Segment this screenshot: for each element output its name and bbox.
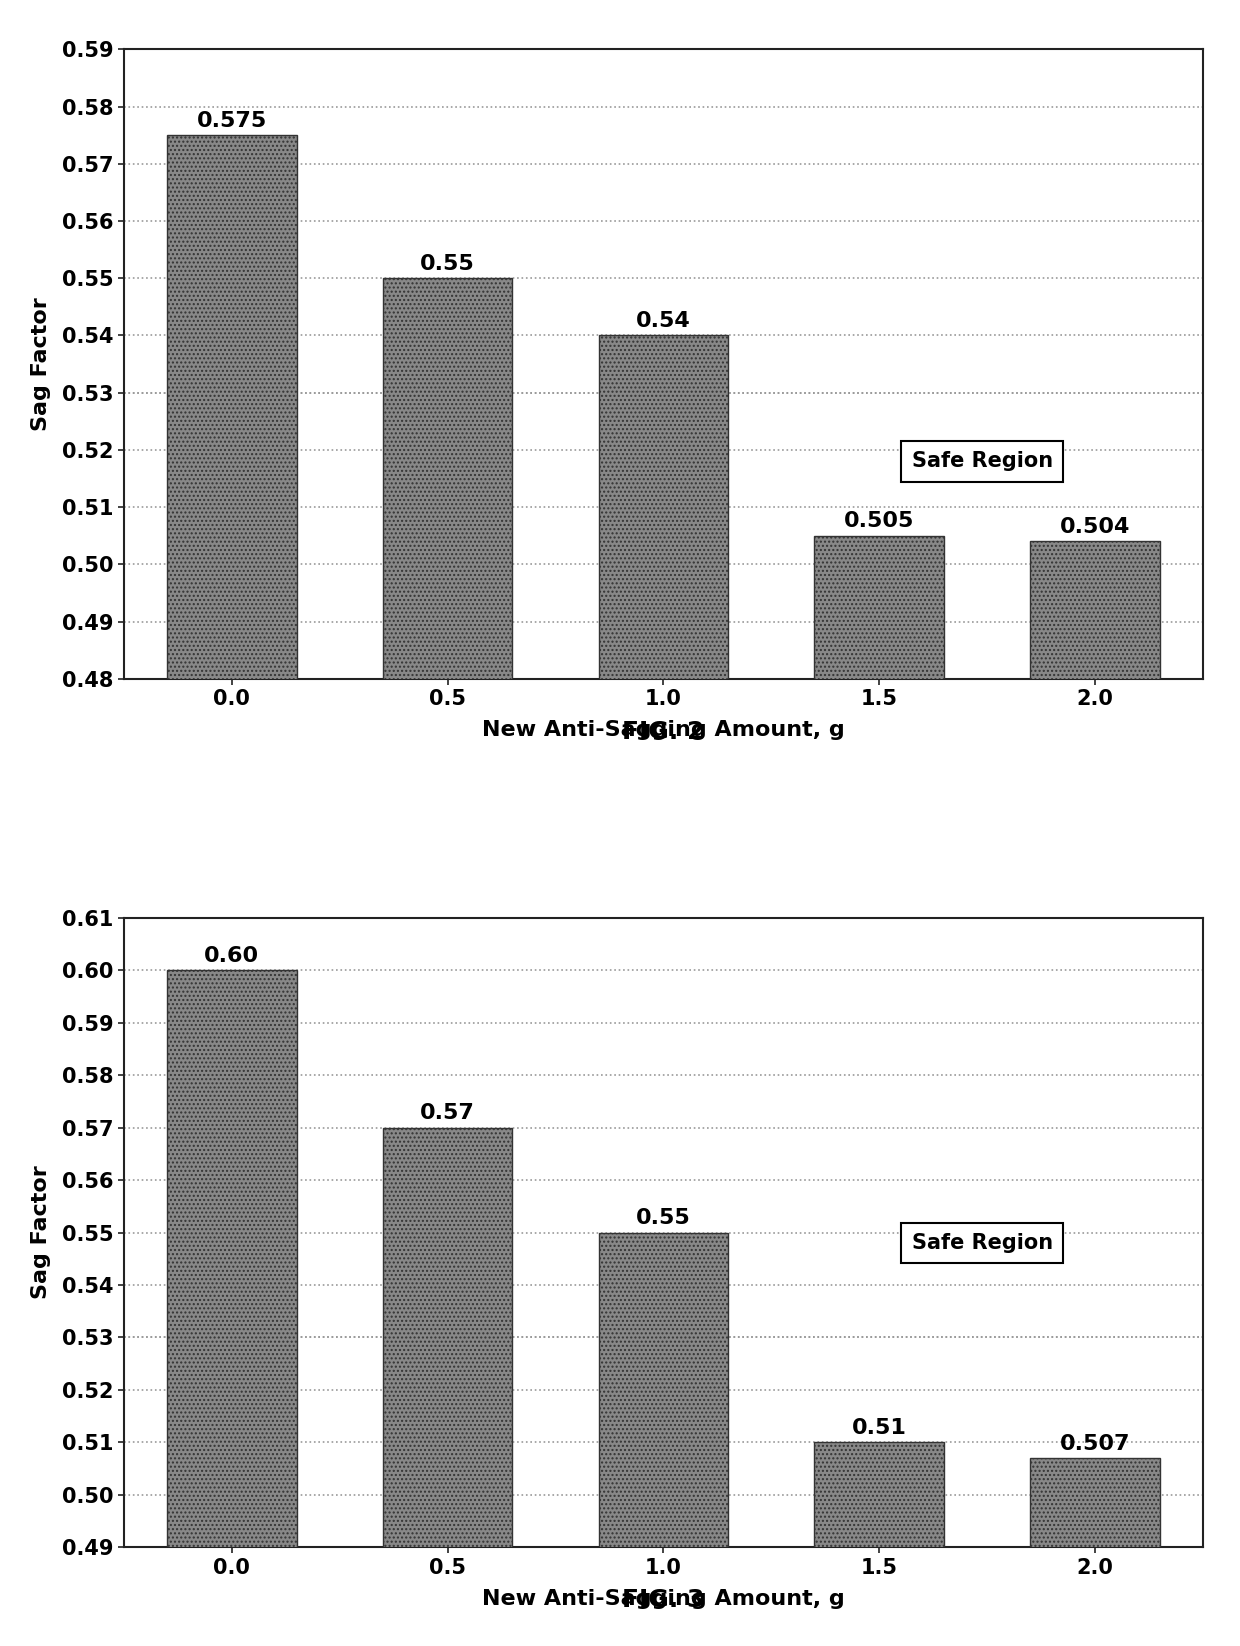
Bar [383, 1128, 512, 1646]
Text: 0.504: 0.504 [1060, 517, 1130, 537]
Text: 0.507: 0.507 [1060, 1434, 1130, 1453]
Text: Safe Region: Safe Region [911, 451, 1053, 471]
Text: 0.51: 0.51 [852, 1419, 906, 1439]
Bar [815, 1442, 944, 1646]
Text: FIG. 2: FIG. 2 [622, 719, 704, 744]
Text: FIG. 3: FIG. 3 [622, 1588, 704, 1613]
Bar [599, 1233, 728, 1646]
Bar [1030, 542, 1159, 1646]
Text: 0.575: 0.575 [197, 110, 267, 130]
Bar [815, 535, 944, 1646]
Bar [167, 135, 296, 1646]
Bar [383, 278, 512, 1646]
Text: 0.505: 0.505 [844, 512, 914, 532]
X-axis label: New Anti-Sagging Amount, g: New Anti-Sagging Amount, g [482, 721, 844, 741]
Bar [167, 971, 296, 1646]
Bar [599, 336, 728, 1646]
Text: 0.60: 0.60 [205, 946, 259, 966]
Text: 0.54: 0.54 [636, 311, 691, 331]
X-axis label: New Anti-Sagging Amount, g: New Anti-Sagging Amount, g [482, 1588, 844, 1608]
Y-axis label: Sag Factor: Sag Factor [31, 298, 51, 431]
Bar [1030, 1458, 1159, 1646]
Text: 0.55: 0.55 [636, 1208, 691, 1228]
Text: 0.57: 0.57 [420, 1103, 475, 1124]
Y-axis label: Sag Factor: Sag Factor [31, 1165, 51, 1299]
Text: 0.55: 0.55 [420, 253, 475, 273]
Text: Safe Region: Safe Region [911, 1233, 1053, 1253]
